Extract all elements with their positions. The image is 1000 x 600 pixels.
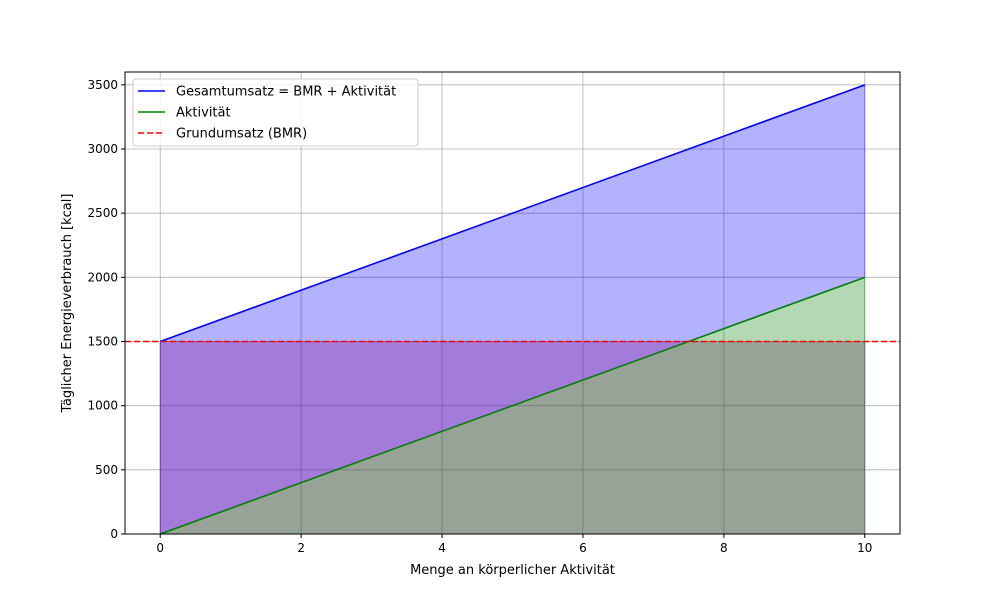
y-tick-label: 3500 — [87, 78, 118, 92]
legend-entry: Aktivität — [176, 106, 231, 121]
plot-frame — [124, 71, 901, 535]
series-line-aktivitaet — [159, 276, 866, 535]
x-tick-label: 10 — [857, 541, 872, 555]
x-tick-label: 6 — [579, 541, 587, 555]
legend: Gesamtumsatz = BMR + Aktivität Aktivität G… — [132, 78, 419, 147]
x-tick-label: 4 — [438, 541, 446, 555]
axis-ticks: 0 2 4 6 8 10 0 500 1000 1500 2000 2500 3000 3500 — [87, 78, 872, 555]
legend-entry: Grundumsatz (BMR) — [176, 127, 307, 142]
legend-entry: Gesamtumsatz = BMR + Aktivität — [176, 85, 396, 100]
x-tick-label: 2 — [297, 541, 305, 555]
y-axis-label: Täglicher Energieverbrauch [kcal] — [60, 194, 75, 414]
series-lines — [125, 84, 900, 535]
x-axis-label: Menge an körperlicher Aktivität — [410, 563, 615, 578]
y-tick-label: 500 — [95, 463, 118, 477]
y-tick-label: 3000 — [87, 142, 118, 156]
y-tick-label: 0 — [110, 527, 118, 541]
y-tick-label: 1000 — [87, 399, 118, 413]
y-tick-label: 2000 — [87, 270, 118, 284]
x-tick-label: 8 — [720, 541, 728, 555]
y-tick-label: 2500 — [87, 206, 118, 220]
x-tick-label: 0 — [156, 541, 164, 555]
series-line-gesamtumsatz — [159, 84, 866, 343]
y-tick-label: 1500 — [87, 335, 118, 349]
legend-box — [132, 78, 419, 147]
